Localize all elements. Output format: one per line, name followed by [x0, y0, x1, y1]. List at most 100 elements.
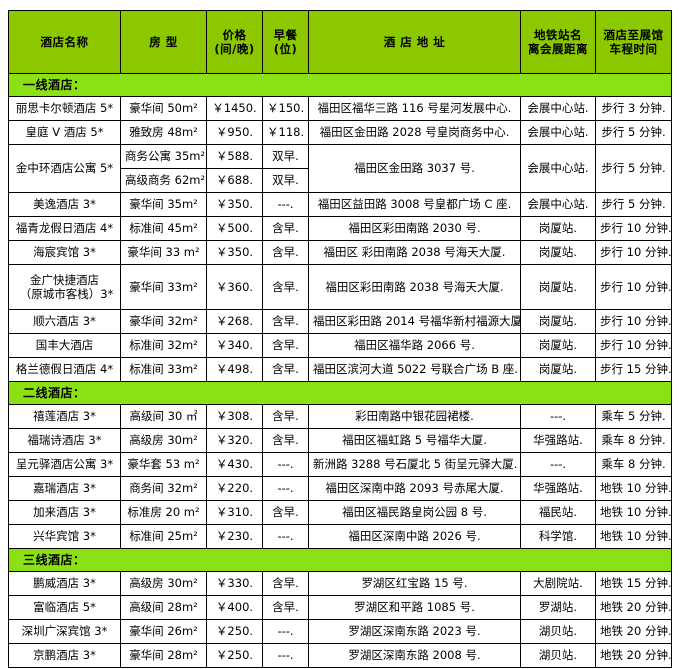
price-cell: ￥688. [206, 168, 263, 193]
metro-station-cell: 罗湖站. [520, 595, 596, 620]
breakfast-cell: 含早. [262, 428, 309, 453]
hotel-address-cell: 福田区益田路 3008 号皇都广场 C 座. [308, 192, 521, 217]
metro-station-cell: 会展中心站. [520, 96, 596, 121]
hotel-address-cell: 福田区滨河大道 5022 号联合广场 B 座. [308, 357, 521, 382]
hotel-address-cell: 福田区彩田南路 2038 号海天大厦. [308, 264, 521, 310]
header-row: 酒店名称房 型价格 (间/晚) 早餐 (位) 酒 店 地 址地铁站名 离会展距离 酒店至展馆… [8, 10, 672, 74]
travel-time-cell: 步行 10 分钟. [595, 216, 672, 241]
column-header-travel-time: 酒店至展馆 车程时间 [595, 10, 672, 74]
hotel-address-cell: 福田区福华路 2066 号. [308, 333, 521, 358]
breakfast-cell: 含早. [262, 264, 309, 310]
hotel-name-subline: （原城市客栈）3* [19, 287, 114, 301]
hotel-address-cell: 新洲路 3288 号石厦北 5 街呈元驿大厦. [308, 452, 521, 477]
hotel-address-cell: 福田区彩田路 2014 号福华新村福源大厦. [308, 309, 521, 334]
column-header-hotel-name: 酒店名称 [8, 10, 121, 74]
hotel-name-cell: 格兰德假日酒店 4* [8, 357, 121, 382]
breakfast-cell: 双早. [262, 144, 309, 169]
price-cell: ￥430. [206, 452, 263, 477]
table-row: 富临酒店 5* 高级间 28m² ￥400. 含早. 罗湖区和平路 1085 号. 罗湖站… [8, 595, 672, 620]
hotel-name-cell: 海宸宾馆 3* [8, 240, 121, 265]
hotel-address-cell: 福田区金田路 2028 号皇岗商务中心. [308, 120, 521, 145]
table-row: 禧莲酒店 3* 高级间 30 ㎡ ￥308. 含早. 彩田南路中银花园裙楼. ---. 乘车… [8, 404, 672, 429]
hotel-address-cell: 福田区彩田南路 2030 号. [308, 216, 521, 241]
section-header-row: 二线酒店： [8, 381, 672, 405]
column-header-line: (间/晚) [214, 42, 255, 56]
travel-time-cell: 步行 5 分钟. [595, 144, 672, 193]
travel-time-cell: 地铁 20 分钟. [595, 619, 672, 644]
column-header-breakfast: 早餐 (位) [262, 10, 309, 74]
section-header-row: 三线酒店： [8, 548, 672, 572]
travel-time-cell: 步行 10 分钟. [595, 309, 672, 334]
table-row: 顺六酒店 3* 豪华间 32m² ￥268. 含早. 福田区彩田路 2014 号福华新村… [8, 309, 672, 334]
table-row: 高级商务 62m² ￥688. 双早. [9, 168, 672, 193]
column-header-line: 酒店名称 [40, 34, 89, 49]
table-row: 美逸酒店 3* 豪华间 35m² ￥350. ---. 福田区益田路 3008 号皇都广… [8, 192, 672, 217]
room-type-cell: 标准房 20 m² [120, 500, 207, 525]
section-label: 一线酒店： [8, 73, 672, 97]
room-type-cell: 高级房 30m² [120, 571, 207, 596]
metro-station-cell: ---. [520, 404, 596, 429]
price-cell: ￥250. [206, 643, 263, 668]
column-header-hotel-address: 酒 店 地 址 [308, 10, 521, 74]
hotel-name-cell: 顺六酒店 3* [8, 309, 121, 334]
table-row: 福青龙假日酒店 4* 标准间 45m² ￥500. 含早. 福田区彩田南路 2030 号… [8, 216, 672, 241]
table-body: 一线酒店： 丽思卡尔顿酒店 5* 豪华间 50m² ￥1450. ￥150. 福田区福华三… [8, 73, 672, 668]
table-row: 国丰大酒店 标准间 32m² ￥340. 含早. 福田区福华路 2066 号. 岗厦站. 步… [8, 333, 672, 358]
column-header-line: 价格 [222, 27, 247, 42]
breakfast-cell: 含早. [262, 357, 309, 382]
hotel-address-cell: 福田区深南中路 2093 号赤尾大厦. [308, 476, 521, 501]
room-type-cell: 豪华间 28m² [120, 643, 207, 668]
price-cell: ￥498. [206, 357, 263, 382]
hotel-name-cell: 禧莲酒店 3* [8, 404, 121, 429]
metro-station-cell: 华强路站. [520, 476, 596, 501]
hotel-price-table: 酒店名称房 型价格 (间/晚) 早餐 (位) 酒 店 地 址地铁站名 离会展距离 酒店至展馆… [8, 10, 672, 668]
metro-station-cell: ---. [520, 452, 596, 477]
column-header-line: 离会展距离 [528, 42, 588, 56]
room-type-cell: 标准间 45m² [120, 216, 207, 241]
travel-time-cell: 地铁 15 分钟. [595, 571, 672, 596]
hotel-address-cell: 罗湖区和平路 1085 号. [308, 595, 521, 620]
price-cell: ￥340. [206, 333, 263, 358]
hotel-address-cell: 罗湖区红宝路 15 号. [308, 571, 521, 596]
room-type-cell: 商务公寓 35m² [120, 144, 207, 169]
price-cell: ￥360. [206, 264, 263, 310]
price-cell: ￥220. [206, 476, 263, 501]
room-type-cell: 高级商务 62m² [120, 168, 207, 193]
breakfast-cell: 含早. [262, 571, 309, 596]
breakfast-cell: 含早. [262, 595, 309, 620]
travel-time-cell: 地铁 20 分钟. [595, 643, 672, 668]
column-header-line: 酒店至展馆 [603, 27, 664, 42]
price-cell: ￥268. [206, 309, 263, 334]
column-header-room-type: 房 型 [120, 10, 207, 74]
hotel-name-cell: 金广快捷酒店 （原城市客栈）3* [8, 264, 121, 310]
hotel-address-cell: 罗湖区深南东路 2008 号. [308, 643, 521, 668]
travel-time-cell: 步行 10 分钟. [595, 333, 672, 358]
room-type-cell: 豪华间 33m² [120, 264, 207, 310]
room-type-cell: 豪华间 33 m² [120, 240, 207, 265]
travel-time-cell: 步行 5 分钟. [595, 120, 672, 145]
room-type-cell: 豪华间 26m² [120, 619, 207, 644]
column-header-line: 房 型 [149, 34, 178, 49]
table-header: 酒店名称房 型价格 (间/晚) 早餐 (位) 酒 店 地 址地铁站名 离会展距离 酒店至展馆… [8, 10, 672, 74]
hotel-name-cell: 美逸酒店 3* [8, 192, 121, 217]
travel-time-cell: 步行 15 分钟. [595, 357, 672, 382]
breakfast-cell: ---. [262, 192, 309, 217]
breakfast-cell: 双早. [262, 168, 309, 193]
room-type-cell: 标准间 25m² [120, 524, 207, 549]
room-type-cell: 商务间 32m² [120, 476, 207, 501]
price-cell: ￥330. [206, 571, 263, 596]
metro-station-cell: 湖贝站. [520, 643, 596, 668]
metro-station-cell: 会展中心站. [520, 120, 596, 145]
price-cell: ￥320. [206, 428, 263, 453]
price-cell: ￥350. [206, 240, 263, 265]
hotel-name-cell: 福青龙假日酒店 4* [8, 216, 121, 241]
hotel-price-sheet: 酒店名称房 型价格 (间/晚) 早餐 (位) 酒 店 地 址地铁站名 离会展距离 酒店至展馆… [8, 10, 672, 668]
breakfast-cell: ---. [262, 619, 309, 644]
travel-time-cell: 乘车 5 分钟. [595, 404, 672, 429]
hotel-address-cell: 福田区金田路 3037 号. [308, 144, 521, 193]
travel-time-cell: 步行 3 分钟. [595, 96, 672, 121]
metro-station-cell: 科学馆. [520, 524, 596, 549]
hotel-name-cell: 富临酒店 5* [8, 595, 121, 620]
metro-station-cell: 岗厦站. [520, 333, 596, 358]
hotel-name-cell: 京鹏酒店 3* [8, 643, 121, 668]
